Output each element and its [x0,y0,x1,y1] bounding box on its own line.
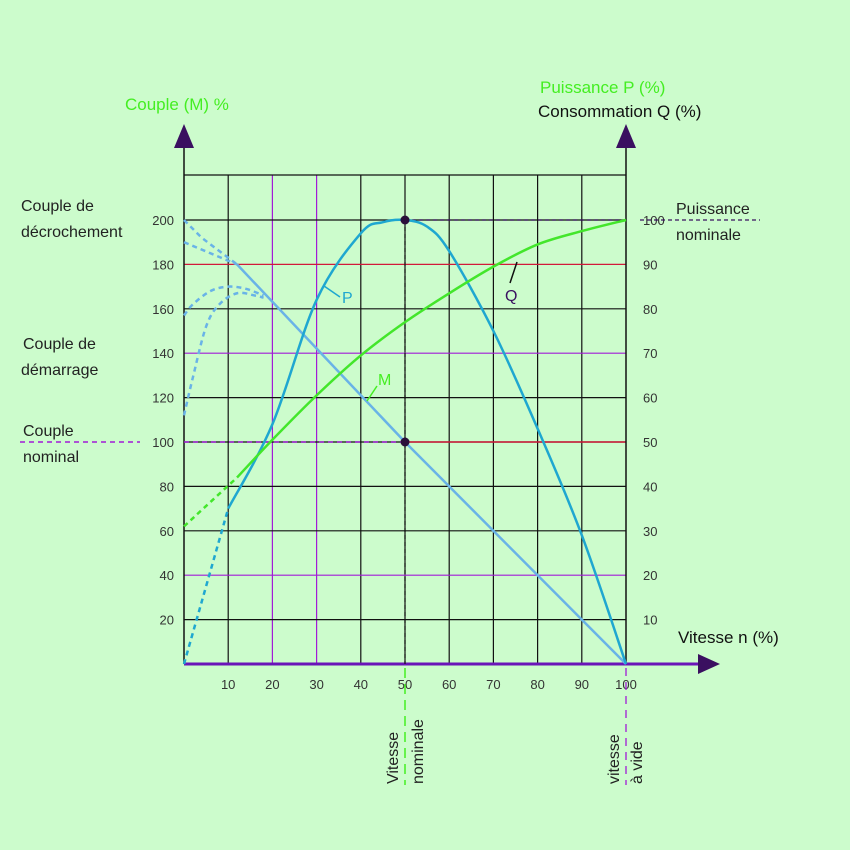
x-tick-label: 90 [575,677,589,692]
y-axis-right-title-consumption: Consommation Q (%) [538,102,701,121]
y-axis-right-title-power: Puissance P (%) [540,78,665,97]
x-tick-label: 60 [442,677,456,692]
y-axis-left-arrow [174,124,194,148]
y-right-tick-label: 90 [643,257,657,272]
x-tick-label: 70 [486,677,500,692]
y-right-tick-label: 60 [643,391,657,406]
reference-lines [20,219,760,785]
x-tick-label: 40 [354,677,368,692]
max-power-point [400,215,410,225]
y-left-tick-label: 140 [152,346,174,361]
nominal-point [400,437,410,447]
vitesse-nominale-label: Vitesse [385,732,402,784]
y-left-tick-label: 180 [152,257,174,272]
y-right-tick-label: 10 [643,613,657,628]
x-tick-label: 80 [530,677,544,692]
curve-q-label: Q [505,288,517,305]
curve-q-dashed [183,476,238,528]
x-axis-title: Vitesse n (%) [678,628,779,647]
curve-q [236,218,627,479]
x-tick-label: 10 [221,677,235,692]
vitesse-a-vide-label-2: à vide [629,741,646,784]
y-axis-left-title: Couple (M) % [125,95,229,114]
curve-p-leader [323,285,341,298]
y-left-tick-label: 20 [160,613,174,628]
y-left-tick-label: 80 [160,479,174,494]
y-left-tick-label: 60 [160,524,174,539]
starting-torque-dashed-curve-2 [182,291,264,416]
y-right-tick-label: 100 [643,213,665,228]
axes [174,124,720,674]
starting-torque-dashed-curve-1 [182,285,265,317]
y-left-tick-label: 100 [152,435,174,450]
y-axis-right-arrow [616,124,636,148]
tick-labels: 10 20 30 40 50 60 70 80 90 100 20 40 60 80 100 120 140 16… [152,213,664,692]
curve-m [236,263,627,665]
y-left-tick-label: 200 [152,213,174,228]
vitesse-nominale-label-2: nominale [410,719,427,784]
curve-m-breakdown-dashed [183,219,238,266]
couple-decrochement-label: Couple de décrochement [21,198,123,241]
curve-q-leader [509,261,518,284]
couple-nominal-label: Couple nominal [23,423,79,466]
y-left-tick-label: 120 [152,391,174,406]
y-right-tick-label: 70 [643,346,657,361]
curve-m-dashed [183,241,238,266]
y-right-tick-label: 80 [643,302,657,317]
curves [182,218,628,665]
y-right-tick-label: 50 [643,435,657,450]
curve-m-label: M [378,372,391,389]
curve-p-dashed [182,508,230,665]
curve-m-leader [366,385,378,402]
curve-p-label: P [342,290,353,307]
puissance-nominale-label: Puissance nominale [676,201,750,244]
y-right-tick-label: 40 [643,479,657,494]
y-left-tick-label: 40 [160,568,174,583]
y-right-tick-label: 20 [643,568,657,583]
x-tick-label: 20 [265,677,279,692]
y-left-tick-label: 160 [152,302,174,317]
marker-points [400,215,410,447]
curve-p [227,218,628,665]
couple-demarrage-label: Couple de démarrage [21,336,98,379]
vitesse-a-vide-label: vitesse [606,734,623,784]
y-right-tick-label: 30 [643,524,657,539]
x-tick-label: 30 [309,677,323,692]
x-axis-arrow [698,654,720,674]
